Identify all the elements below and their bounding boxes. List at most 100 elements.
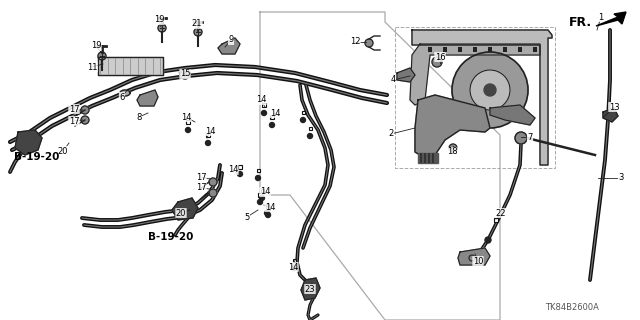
- Circle shape: [237, 172, 243, 177]
- Circle shape: [301, 117, 305, 123]
- Circle shape: [81, 116, 89, 124]
- Circle shape: [81, 106, 89, 114]
- Polygon shape: [410, 44, 540, 105]
- Text: 17: 17: [196, 172, 206, 181]
- Circle shape: [432, 57, 442, 67]
- Polygon shape: [458, 248, 490, 265]
- Text: 7: 7: [527, 132, 532, 141]
- Polygon shape: [490, 105, 535, 125]
- Text: 19: 19: [154, 15, 164, 25]
- Text: 8: 8: [136, 113, 141, 122]
- Text: 10: 10: [473, 257, 483, 266]
- Text: 17: 17: [68, 105, 79, 114]
- Bar: [443, 47, 447, 52]
- Circle shape: [158, 24, 166, 32]
- Text: 4: 4: [390, 76, 396, 84]
- Bar: [257, 169, 259, 172]
- Circle shape: [264, 211, 269, 215]
- Circle shape: [205, 140, 211, 146]
- Polygon shape: [603, 108, 618, 122]
- Circle shape: [183, 72, 187, 76]
- Bar: [473, 47, 477, 52]
- Text: 22: 22: [496, 209, 506, 218]
- Bar: [428, 47, 432, 52]
- Bar: [518, 47, 522, 52]
- Circle shape: [262, 110, 266, 116]
- Circle shape: [180, 69, 190, 79]
- Bar: [238, 165, 242, 169]
- Bar: [262, 103, 266, 107]
- Bar: [259, 193, 262, 197]
- Polygon shape: [412, 30, 552, 165]
- Text: 14: 14: [269, 108, 280, 117]
- Polygon shape: [415, 95, 490, 158]
- Text: 12: 12: [349, 37, 360, 46]
- Text: 19: 19: [91, 42, 101, 51]
- Bar: [428, 153, 430, 163]
- Circle shape: [515, 132, 527, 144]
- Circle shape: [257, 199, 262, 204]
- Text: 15: 15: [180, 69, 190, 78]
- Bar: [424, 153, 426, 163]
- Bar: [292, 259, 296, 261]
- Circle shape: [259, 196, 264, 201]
- Circle shape: [485, 237, 491, 243]
- Text: 14: 14: [288, 262, 298, 271]
- Bar: [533, 47, 537, 52]
- Bar: [266, 206, 269, 210]
- Text: 14: 14: [180, 113, 191, 122]
- Polygon shape: [596, 12, 626, 26]
- Text: 11: 11: [87, 62, 97, 71]
- Text: 17: 17: [68, 116, 79, 125]
- Text: 14: 14: [205, 126, 215, 135]
- Circle shape: [307, 133, 312, 139]
- Text: B-19-20: B-19-20: [148, 232, 193, 242]
- Polygon shape: [218, 38, 240, 54]
- Circle shape: [194, 28, 202, 36]
- Polygon shape: [172, 198, 198, 220]
- Circle shape: [269, 123, 275, 127]
- Bar: [308, 126, 312, 130]
- Text: 5: 5: [244, 212, 250, 221]
- Text: FR.: FR.: [569, 15, 592, 28]
- Text: 14: 14: [260, 188, 270, 196]
- Text: 2: 2: [388, 130, 394, 139]
- Bar: [420, 153, 422, 163]
- Text: 21: 21: [192, 20, 202, 28]
- Polygon shape: [120, 90, 130, 96]
- Bar: [266, 204, 269, 206]
- Circle shape: [186, 127, 191, 132]
- Bar: [206, 133, 210, 137]
- Bar: [488, 47, 492, 52]
- Circle shape: [449, 144, 457, 152]
- Text: 13: 13: [609, 102, 620, 111]
- Bar: [494, 218, 498, 222]
- Circle shape: [291, 266, 296, 270]
- Polygon shape: [418, 153, 438, 163]
- Circle shape: [452, 52, 528, 128]
- Text: 20: 20: [58, 147, 68, 156]
- Text: B-19-20: B-19-20: [14, 152, 60, 162]
- Circle shape: [484, 84, 496, 96]
- Polygon shape: [301, 278, 320, 300]
- Text: TK84B2600A: TK84B2600A: [545, 303, 599, 313]
- Polygon shape: [98, 57, 163, 75]
- Bar: [432, 153, 434, 163]
- Circle shape: [209, 178, 217, 186]
- Bar: [186, 120, 189, 124]
- Text: 18: 18: [447, 148, 458, 156]
- Polygon shape: [137, 90, 158, 106]
- Text: 17: 17: [196, 183, 206, 193]
- Text: 9: 9: [228, 36, 234, 44]
- Text: 6: 6: [119, 92, 125, 101]
- Circle shape: [255, 175, 260, 180]
- Circle shape: [266, 212, 271, 218]
- Bar: [270, 115, 274, 119]
- Bar: [458, 47, 462, 52]
- Polygon shape: [397, 68, 415, 82]
- Text: 23: 23: [305, 284, 316, 293]
- Text: 3: 3: [618, 173, 624, 182]
- Bar: [503, 47, 507, 52]
- Circle shape: [98, 52, 106, 60]
- Text: 14: 14: [265, 203, 275, 212]
